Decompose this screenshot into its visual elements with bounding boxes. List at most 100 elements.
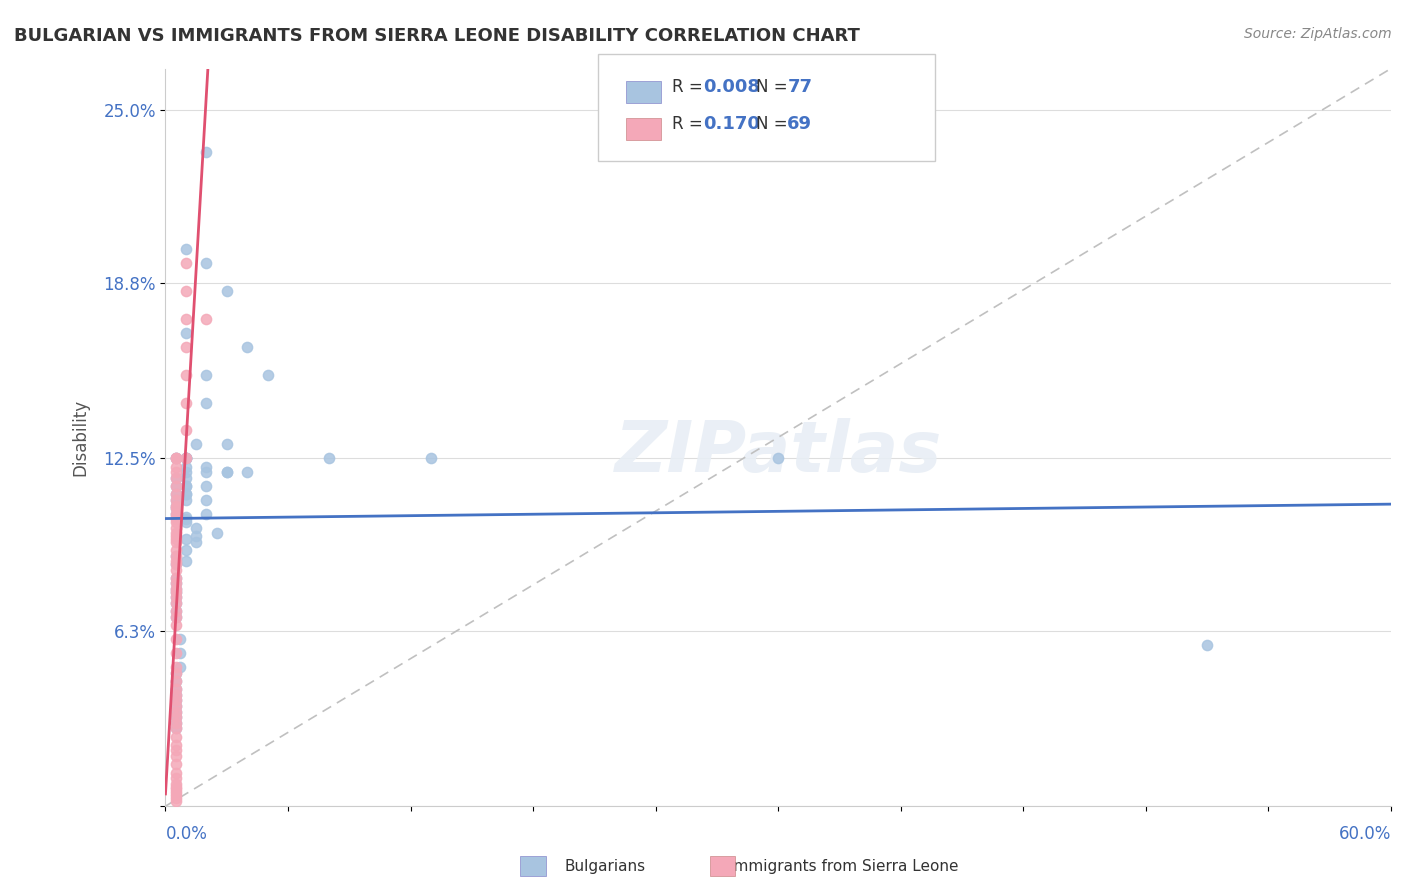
Point — [165, 591, 187, 605]
Point — [165, 738, 187, 752]
Point — [174, 471, 197, 485]
Text: Immigrants from Sierra Leone: Immigrants from Sierra Leone — [728, 859, 959, 874]
Point — [165, 688, 187, 702]
Point — [165, 682, 187, 697]
Point — [195, 465, 218, 479]
Point — [215, 437, 238, 451]
Point — [174, 451, 197, 466]
Point — [215, 284, 238, 298]
Point — [768, 451, 790, 466]
Point — [165, 576, 187, 591]
Point — [195, 459, 218, 474]
Point — [165, 749, 187, 764]
Text: N =: N = — [756, 115, 793, 133]
Point — [174, 451, 197, 466]
Point — [174, 243, 197, 257]
Point — [195, 395, 218, 409]
Point — [165, 557, 187, 571]
Point — [165, 757, 187, 772]
Point — [165, 479, 187, 493]
Text: R =: R = — [672, 78, 709, 95]
Point — [165, 543, 187, 558]
Text: Bulgarians: Bulgarians — [564, 859, 645, 874]
Point — [174, 284, 197, 298]
Point — [195, 492, 218, 507]
Point — [165, 492, 187, 507]
Point — [165, 610, 187, 624]
Point — [165, 693, 187, 707]
Point — [165, 515, 187, 529]
Point — [174, 487, 197, 501]
Point — [195, 368, 218, 382]
Point — [169, 632, 191, 647]
Text: R =: R = — [672, 115, 709, 133]
Point — [195, 256, 218, 270]
Point — [195, 312, 218, 326]
Point — [165, 521, 187, 535]
Point — [165, 693, 187, 707]
Point — [165, 501, 187, 516]
Point — [165, 596, 187, 610]
Point — [169, 646, 191, 660]
Point — [165, 618, 187, 632]
Point — [174, 554, 197, 568]
Point — [165, 571, 187, 585]
Point — [165, 534, 187, 549]
Point — [165, 451, 187, 466]
Point — [174, 509, 197, 524]
Point — [165, 780, 187, 794]
Point — [165, 765, 187, 780]
Text: Source: ZipAtlas.com: Source: ZipAtlas.com — [1244, 27, 1392, 41]
Point — [165, 557, 187, 571]
Point — [165, 465, 187, 479]
Point — [184, 521, 207, 535]
Point — [165, 604, 187, 618]
Point — [165, 682, 187, 697]
Point — [165, 554, 187, 568]
Point — [165, 529, 187, 543]
Point — [174, 479, 197, 493]
Point — [195, 479, 218, 493]
Point — [165, 673, 187, 688]
Point — [174, 256, 197, 270]
Point — [165, 715, 187, 730]
Text: 0.0%: 0.0% — [166, 824, 207, 843]
Point — [165, 688, 187, 702]
Point — [165, 451, 187, 466]
Point — [174, 465, 197, 479]
Point — [165, 596, 187, 610]
Point — [165, 785, 187, 799]
Point — [256, 368, 278, 382]
Point — [165, 743, 187, 757]
Point — [165, 487, 187, 501]
Point — [184, 437, 207, 451]
Point — [174, 459, 197, 474]
Point — [174, 512, 197, 526]
Point — [174, 326, 197, 340]
Point — [420, 451, 443, 466]
Point — [165, 790, 187, 805]
Point — [174, 451, 197, 466]
Point — [318, 451, 340, 466]
Point — [174, 423, 197, 437]
Point — [165, 509, 187, 524]
Point — [165, 492, 187, 507]
Point — [165, 549, 187, 563]
Point — [165, 710, 187, 724]
Point — [165, 591, 187, 605]
Point — [165, 576, 187, 591]
Text: 77: 77 — [787, 78, 813, 95]
Point — [165, 582, 187, 596]
Text: N =: N = — [756, 78, 793, 95]
Point — [165, 665, 187, 680]
Point — [165, 698, 187, 713]
Point — [165, 487, 187, 501]
Point — [165, 501, 187, 516]
Point — [165, 507, 187, 521]
Point — [165, 604, 187, 618]
Point — [165, 512, 187, 526]
Point — [165, 721, 187, 735]
Point — [174, 312, 197, 326]
Point — [215, 465, 238, 479]
Point — [165, 571, 187, 585]
